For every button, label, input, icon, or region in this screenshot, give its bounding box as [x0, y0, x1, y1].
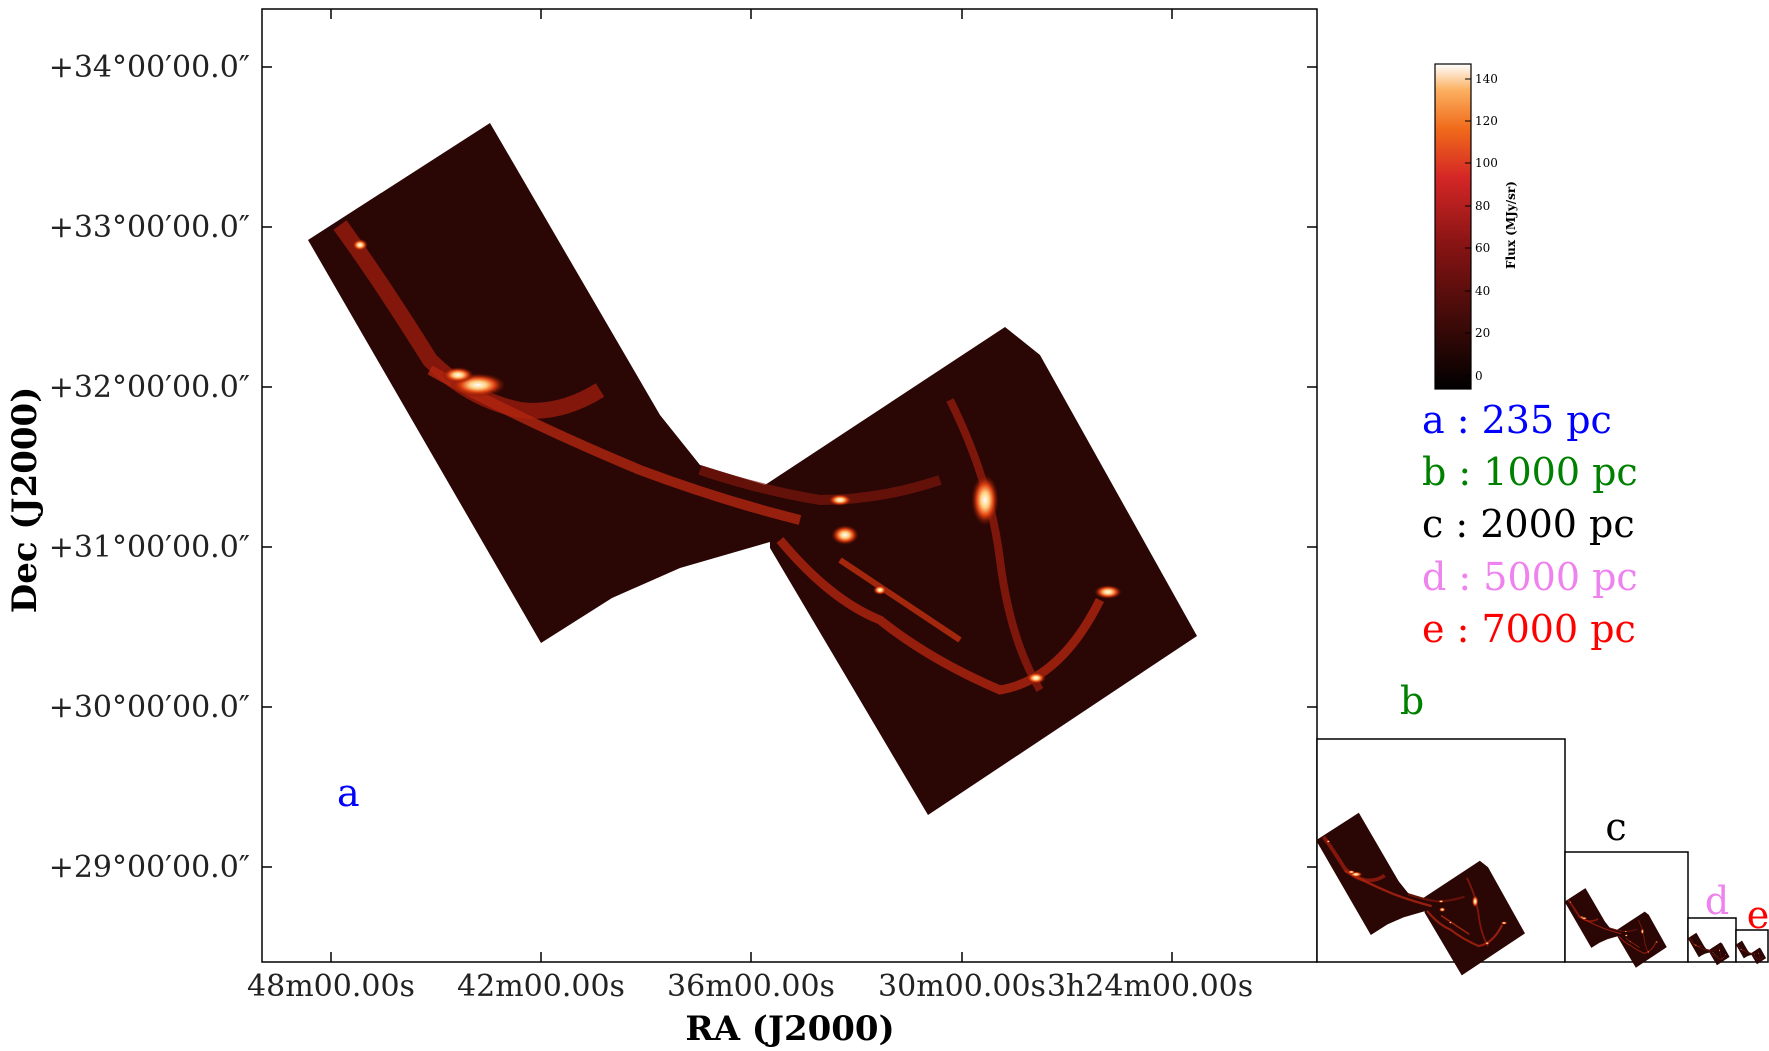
inset-label-d: d	[1705, 879, 1729, 923]
inset-c: c	[1563, 805, 1689, 969]
legend-entry-c: c : 2000 pc	[1422, 502, 1635, 546]
colorbar-label: Flux (MJy/sr)	[1504, 181, 1518, 269]
legend-entry-b: b : 1000 pc	[1422, 450, 1638, 494]
x-tick-label: 3h24m00.00s	[1047, 969, 1253, 1004]
colorbar-tick-label: 20	[1475, 326, 1490, 340]
colorbar-tick-label: 60	[1475, 241, 1490, 255]
x-tick-label: 42m00.00s	[457, 969, 625, 1004]
inset-d: d	[1687, 879, 1737, 966]
y-tick-label: +29°00′00.0″	[49, 850, 250, 885]
legend-entry-e: e : 7000 pc	[1422, 607, 1636, 651]
colorbar: 140 120 100 80 60 40 20 0 Flux (MJy/sr)	[1434, 63, 1518, 390]
inset-label-e: e	[1747, 893, 1769, 937]
x-tick-label: 36m00.00s	[667, 969, 835, 1004]
inset-label-c: c	[1605, 805, 1626, 849]
colorbar-tick-label: 120	[1475, 114, 1498, 128]
y-axis-title: Dec (J2000)	[5, 387, 45, 614]
inset-e: e	[1735, 893, 1769, 965]
inset-label-b: b	[1400, 679, 1424, 723]
x-tick-label: 48m00.00s	[247, 969, 415, 1004]
colorbar-tick-label: 80	[1475, 199, 1490, 213]
inset-b: b	[1314, 679, 1566, 978]
y-tick-label: +34°00′00.0″	[49, 50, 250, 85]
legend-entry-a: a : 235 pc	[1422, 398, 1612, 442]
y-tick-label: +33°00′00.0″	[49, 210, 250, 245]
x-tick-label: 30m00.00s	[878, 969, 1046, 1004]
y-tick-marks	[262, 66, 1317, 868]
y-tick-label: +30°00′00.0″	[49, 690, 250, 725]
x-tick-marks	[330, 9, 1173, 962]
y-tick-label: +31°00′00.0″	[49, 530, 250, 565]
main-panel-label: a	[337, 771, 360, 815]
scale-legend: a : 235 pc b : 1000 pc c : 2000 pc d : 5…	[1422, 398, 1638, 651]
y-tick-label: +32°00′00.0″	[49, 370, 250, 405]
colorbar-tick-label: 40	[1475, 284, 1490, 298]
colorbar-tick-label: 100	[1475, 156, 1498, 170]
colorbar-tick-label: 140	[1475, 72, 1498, 86]
x-axis-title: RA (J2000)	[685, 1009, 894, 1049]
colorbar-tick-label: 0	[1475, 369, 1483, 383]
legend-entry-d: d : 5000 pc	[1422, 555, 1638, 599]
